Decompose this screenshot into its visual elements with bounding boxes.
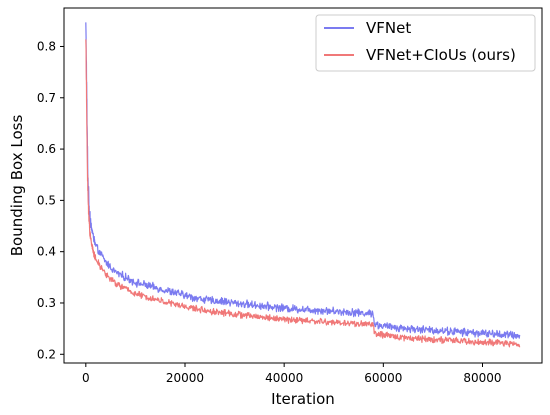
y-tick-label: 0.6 [37, 142, 56, 156]
x-axis-label: Iteration [271, 390, 335, 408]
plot-frame [63, 7, 543, 364]
y-tick-label: 0.7 [37, 91, 56, 105]
series-layer [85, 22, 521, 348]
y-tick-label: 0.3 [37, 296, 56, 310]
legend-box [315, 14, 536, 72]
x-axis-ticks: 0 20000 40000 60000 80000 [82, 363, 502, 385]
y-tick-label: 0.5 [37, 193, 56, 207]
x-tick-label: 0 [82, 371, 90, 385]
x-tick-label: 40000 [265, 371, 303, 385]
y-tick-label: 0.4 [37, 245, 56, 259]
x-tick-label: 20000 [166, 371, 204, 385]
series-line-vfnet [85, 22, 521, 340]
series-line-vfnet-cious [85, 39, 521, 348]
legend-label-vfnet: VFNet [366, 19, 411, 37]
y-tick-label: 0.2 [37, 347, 56, 361]
x-tick-label: 80000 [463, 371, 501, 385]
y-axis-label: Bounding Box Loss [8, 115, 26, 257]
y-tick-label: 0.8 [37, 39, 56, 53]
y-axis-ticks: 0.2 0.3 0.4 0.5 0.6 0.7 0.8 [37, 39, 64, 361]
x-tick-label: 60000 [364, 371, 402, 385]
legend-label-vfnet-cious: VFNet+CIoUs (ours) [366, 46, 516, 64]
legend: VFNet VFNet+CIoUs (ours) [315, 14, 536, 72]
